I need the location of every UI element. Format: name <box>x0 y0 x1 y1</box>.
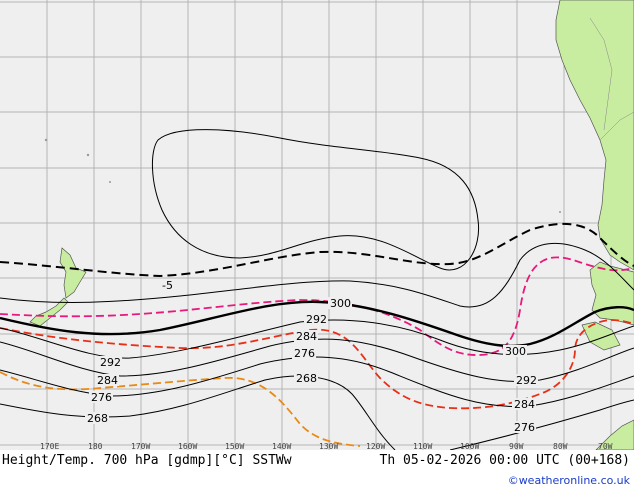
contour-label-268-west: 268 <box>87 412 108 425</box>
contour-label-276-west: 276 <box>91 391 112 404</box>
map-caption: Height/Temp. 700 hPa [gdmp][°C] SSTWw Th… <box>0 453 634 469</box>
contour-label-292: 292 <box>306 313 327 326</box>
island-dot <box>109 181 111 183</box>
contour-268b <box>449 399 634 450</box>
lon-tick: 140W <box>272 442 291 450</box>
contour-label-276-mid: 276 <box>294 347 315 360</box>
height-contours <box>0 129 634 450</box>
isotherm-magenta <box>0 256 634 356</box>
contour-label-284-east: 284 <box>514 398 535 411</box>
valid-time: Th 05-02-2026 00:00 UTC (00+168) <box>379 453 630 468</box>
map-title: Height/Temp. 700 hPa [gdmp][°C] SSTWw <box>2 453 292 468</box>
isotherm-minus5 <box>0 222 634 278</box>
contour-label-284: 284 <box>296 330 317 343</box>
contour-300 <box>0 242 634 308</box>
antarctic-peninsula-land <box>595 419 634 450</box>
contour-labels: 300 292 284 292 284 276 268 276 268 300 … <box>85 279 538 434</box>
south-america-land <box>555 0 634 271</box>
lon-tick: 120W <box>366 442 385 450</box>
contour-268 <box>0 375 396 450</box>
island-dot <box>86 153 90 157</box>
lon-tick: 180 <box>88 442 103 450</box>
lon-tick: 110W <box>413 442 432 450</box>
contour-label-268-mid: 268 <box>296 372 317 385</box>
lon-tick: 130W <box>319 442 338 450</box>
contour-label-300-east: 300 <box>505 345 526 358</box>
island-dot <box>559 211 561 213</box>
island-dot <box>44 138 48 142</box>
isotherm-label-minus5: -5 <box>162 279 173 292</box>
contour-label-284-west: 284 <box>97 374 118 387</box>
lon-tick: 160W <box>178 442 197 450</box>
lon-tick: 100W <box>460 442 479 450</box>
country-borders <box>589 17 634 141</box>
isotherm-orange <box>0 371 361 447</box>
contour-label-300: 300 <box>330 297 351 310</box>
isotherm-red <box>0 319 634 410</box>
contour-closed-high <box>151 129 480 271</box>
contour-label-276-east: 276 <box>514 421 535 434</box>
longitude-ticks: 170E 180 170W 160W 150W 140W 130W 120W 1… <box>40 442 613 450</box>
lon-tick: 90W <box>509 442 524 450</box>
lon-tick: 70W <box>598 442 613 450</box>
new-zealand-south-island <box>29 297 69 327</box>
lon-tick: 150W <box>225 442 244 450</box>
contour-label-292-east: 292 <box>516 374 537 387</box>
lon-tick: 170E <box>40 442 59 450</box>
lon-tick: 170W <box>131 442 150 450</box>
credit-text: ©weatheronline.co.uk <box>507 474 630 487</box>
lon-tick: 80W <box>553 442 568 450</box>
contour-thick-292 <box>0 300 634 348</box>
contour-label-292-west: 292 <box>100 356 121 369</box>
map-canvas: 300 292 284 292 284 276 268 276 268 300 … <box>0 0 634 450</box>
